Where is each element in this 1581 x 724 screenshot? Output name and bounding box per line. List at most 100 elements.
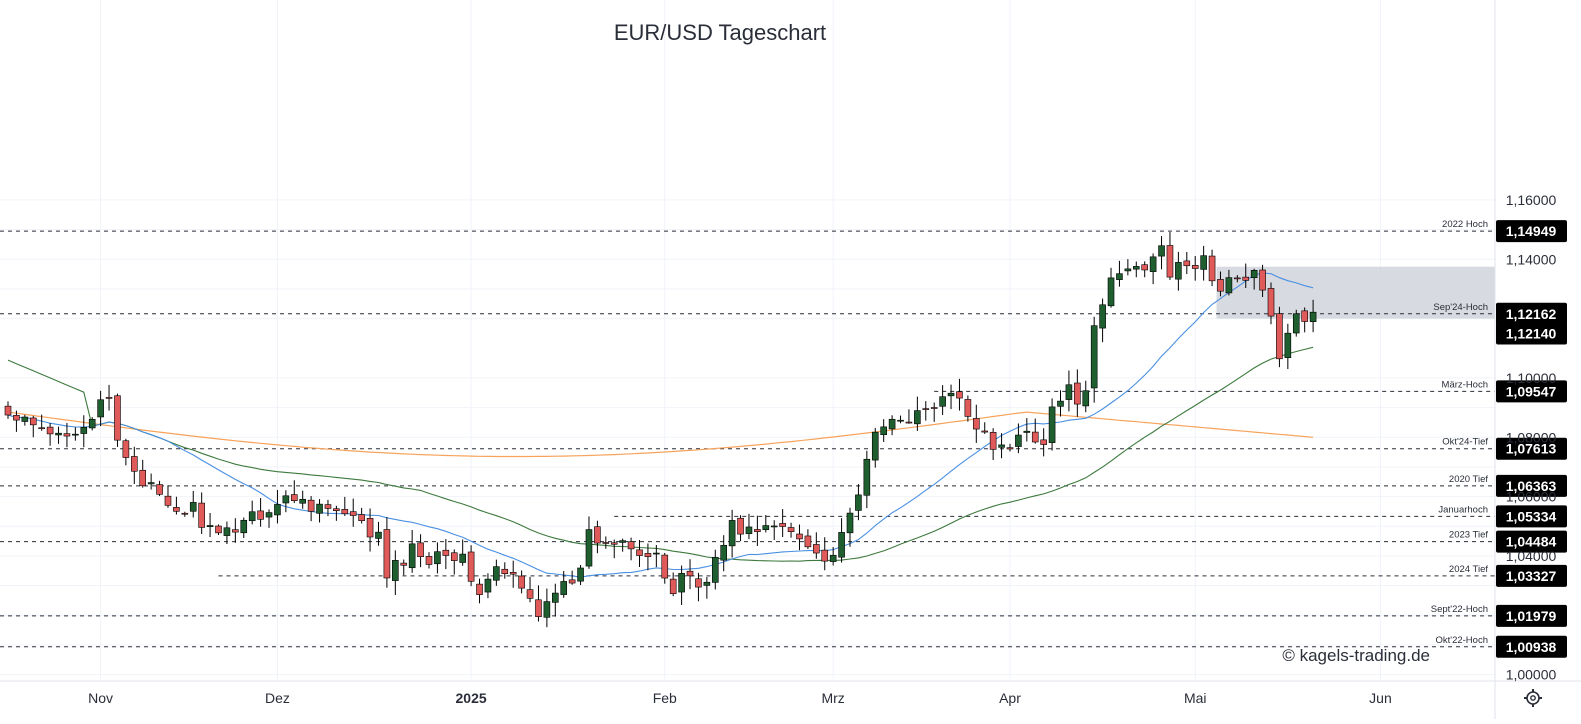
candle-body: [131, 456, 138, 472]
candle: [1284, 323, 1292, 370]
candle: [1200, 245, 1207, 281]
level-price-tag: [1496, 635, 1567, 658]
candle-body: [307, 499, 315, 512]
candle-body: [838, 532, 845, 558]
candle-body: [720, 544, 728, 561]
candle-body: [55, 432, 62, 436]
candle: [156, 480, 163, 497]
candle: [888, 415, 896, 436]
candle: [1074, 369, 1081, 417]
candle-body: [1234, 277, 1241, 280]
candle: [425, 552, 433, 569]
candle: [653, 544, 660, 568]
candle: [1183, 252, 1191, 275]
candle-body: [989, 432, 997, 450]
candle-body: [1309, 311, 1317, 323]
candle-body: [1082, 390, 1090, 407]
candle: [72, 427, 79, 441]
candle: [97, 390, 104, 427]
y-tick-label: 1,10000: [1506, 370, 1557, 386]
candle-body: [215, 525, 222, 534]
candle: [366, 508, 374, 552]
level-price-tag: [1496, 380, 1567, 403]
candle-body: [745, 526, 753, 534]
candle: [257, 498, 264, 527]
candle: [838, 518, 845, 563]
candle: [1208, 249, 1216, 287]
candle-body: [846, 512, 854, 534]
candle-body: [1065, 384, 1073, 400]
candle: [1301, 307, 1308, 333]
candle-body: [1158, 245, 1165, 257]
candle: [13, 410, 20, 432]
candle-body: [375, 531, 382, 539]
candle: [476, 578, 483, 604]
candle-body: [147, 482, 155, 485]
ma200-line: [7, 411, 1314, 458]
candle-body: [417, 542, 424, 558]
gear-icon[interactable]: [1524, 689, 1542, 707]
level-price-tag: [1496, 302, 1567, 325]
candles: [4, 232, 1317, 628]
level-name: Sept'22-Hoch: [1431, 604, 1488, 615]
candle-body: [1225, 277, 1233, 294]
candle: [484, 573, 492, 599]
candle: [829, 547, 837, 566]
candle-body: [897, 419, 904, 422]
candle: [1191, 256, 1199, 281]
candle-body: [97, 399, 104, 418]
moving-averages: [7, 272, 1314, 578]
candle-body: [888, 418, 896, 430]
level-price-tag: [1496, 220, 1567, 243]
candle-body: [46, 426, 54, 435]
candle: [1292, 309, 1300, 337]
candle: [1242, 263, 1250, 289]
x-tick-label: Dez: [265, 690, 290, 706]
candle: [442, 539, 450, 570]
level-name: Sep'24-Hoch: [1433, 302, 1488, 313]
candle: [813, 532, 820, 559]
candle: [1175, 251, 1182, 291]
candle-body: [754, 529, 761, 532]
candle-body: [324, 504, 332, 509]
candle: [669, 572, 677, 597]
candle-body: [63, 433, 71, 437]
level-price-tag: [1496, 505, 1567, 528]
candle: [274, 489, 281, 524]
candle-body: [400, 562, 408, 566]
candle-body: [1074, 382, 1081, 405]
candle: [501, 562, 509, 579]
candle-body: [678, 573, 685, 593]
candle-body: [189, 502, 197, 512]
candle: [1099, 298, 1106, 343]
candle-body: [232, 529, 239, 533]
level-name: Okt'22-Hoch: [1435, 635, 1488, 646]
candle-body: [282, 495, 290, 504]
candle-body: [686, 570, 694, 577]
candle: [754, 515, 761, 546]
candle: [787, 522, 795, 538]
candle-body: [88, 418, 96, 429]
candle: [1006, 443, 1014, 452]
candle-body: [526, 589, 534, 599]
candle-body: [442, 549, 450, 556]
x-tick-label: Jun: [1369, 690, 1392, 706]
candle-body: [627, 541, 635, 550]
candle: [636, 539, 643, 568]
level-price-label: 1,00938: [1506, 639, 1557, 655]
level-price-tag: [1496, 437, 1567, 460]
candle-body: [661, 554, 669, 579]
candle-body: [787, 527, 795, 532]
candle-body: [1259, 269, 1266, 291]
candle: [147, 473, 155, 490]
last-price-label: 1,12140: [1506, 325, 1557, 341]
candle: [493, 559, 500, 586]
candle: [450, 549, 458, 575]
candle-body: [493, 566, 500, 581]
candle-body: [80, 427, 88, 434]
candle-body: [1183, 260, 1191, 267]
candle: [1250, 268, 1258, 290]
candle-body: [1217, 279, 1224, 292]
